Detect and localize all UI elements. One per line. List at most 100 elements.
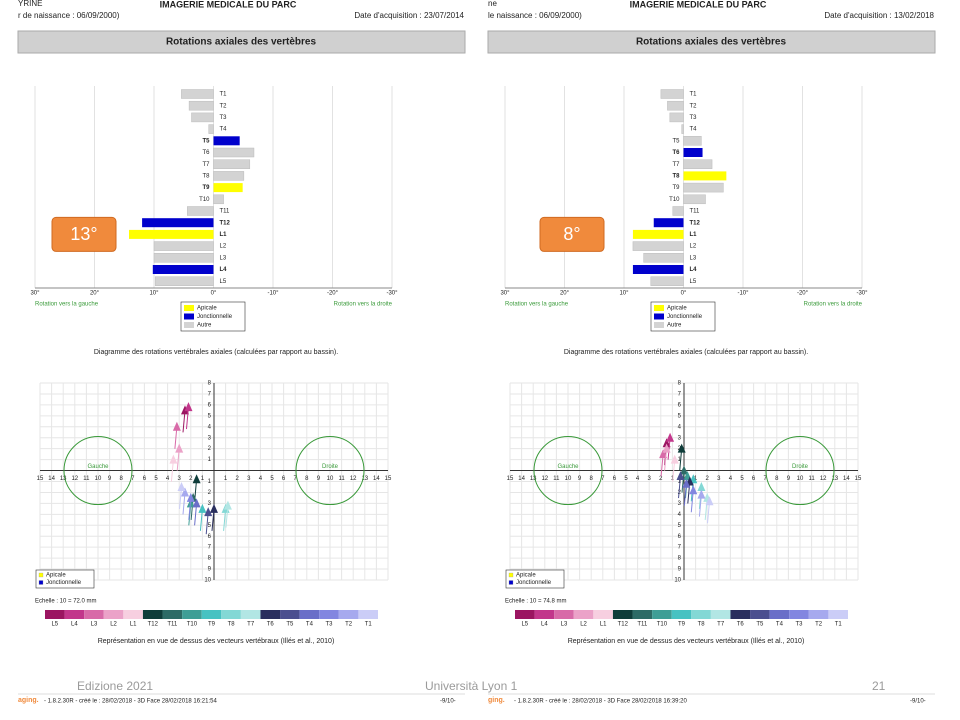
vertebra-label: T3 [690,115,698,121]
x-tick-label: 8 [120,476,124,482]
right-rotation-label: Rotation vers la droite [804,302,863,308]
color-label: T11 [637,622,648,628]
bar [208,124,214,134]
y-tick-label: 2 [208,490,212,496]
vector-arrow [210,503,218,513]
vector-arrow [223,500,232,510]
legend-label: Apicale [516,573,536,579]
x-tick-label: 14 [843,476,850,482]
x-tick-label: 14 [48,476,55,482]
y-tick-label: 9 [678,567,682,573]
y-tick-label: 5 [678,413,682,419]
y-tick-label: 4 [678,512,682,518]
bar [669,112,684,123]
x-tick-label: 8 [590,476,594,482]
legend-swatch [38,572,44,578]
left-circle [533,436,603,506]
color-swatch [299,610,320,619]
left-rotation-label: Rotation vers la gauche [505,302,569,308]
bar [632,265,684,274]
slide-number: 21 [872,679,886,693]
vector-arrow [670,454,679,464]
acquisition-date: Date d'acquisition : 23/07/2014 [354,11,464,20]
footer-info: - 1.8.2.30R - créé le : 28/02/2018 - 3D … [514,699,687,705]
color-label: T6 [737,622,745,628]
left-circle-label: Gauche [87,464,109,470]
legend-swatch [184,305,194,311]
x-tick-label: 7 [764,476,768,482]
bar [681,124,684,134]
y-tick-label: 1 [678,457,682,463]
color-swatch [64,610,85,619]
color-swatch [573,610,594,619]
y-tick-label: 9 [208,567,212,573]
y-tick-label: 5 [208,413,212,419]
x-tick-label: 15 [855,476,862,482]
y-tick-label: 5 [678,523,682,529]
bar [154,276,214,286]
x-tick-label: 3 [178,476,182,482]
x-tick-label: 11 [338,476,345,482]
legend-label: Jonctionnelle [197,314,233,320]
color-swatch [750,610,770,619]
vector-arrow [697,481,706,491]
color-label: L1 [600,622,607,628]
vertebra-label: L1 [220,232,228,238]
vector-caption: Représentation en vue de dessus des vect… [568,638,805,645]
color-label: T9 [208,622,216,628]
color-swatch [593,610,613,619]
color-swatch [828,610,848,619]
x-tick-label: 3 [247,476,251,482]
x-tick-label: 2 [706,476,710,482]
vertebra-label: L2 [220,244,227,250]
x-tick-label: 11 [808,476,815,482]
edition: Edizione 2021 [77,679,153,693]
bar [129,229,214,239]
vertebra-label: L3 [690,255,697,261]
y-tick-label: 8 [678,556,682,562]
x-tick-label: 9 [108,476,112,482]
vector-legend-box [35,569,95,589]
color-swatch [612,610,633,619]
legend-swatch [654,305,664,311]
legend-label: Autre [667,323,682,329]
color-label: L2 [110,622,117,628]
bar [213,194,224,205]
clinic-name: IMAGERIE MEDICALE DU PARC [630,0,767,9]
bar [153,253,214,263]
bar [683,159,713,169]
vertebra-label: T2 [220,103,228,109]
color-swatch [260,610,281,619]
angle-badge [51,216,117,252]
vertebra-label: T10 [199,197,210,203]
x-tick-label: 0° [681,291,687,297]
patient-name: ne [488,0,497,8]
vector-arrow [175,443,184,453]
clinic-name: IMAGERIE MEDICALE DU PARC [160,0,297,9]
x-tick-label: -10° [267,291,279,297]
x-tick-label: 5 [740,476,744,482]
birth-date: r de naissance : 06/09/2000) [18,11,120,20]
color-swatch [123,610,143,619]
x-tick-label: -10° [737,291,749,297]
color-swatch [280,610,300,619]
x-tick-label: 4 [636,476,640,482]
right-circle [295,436,365,506]
x-tick-label: 6 [752,476,756,482]
x-tick-label: -30° [856,291,868,297]
vertebra-label: T9 [672,185,680,191]
acquisition-date: Date d'acquisition : 13/02/2018 [824,11,934,20]
legend-label: Jonctionnelle [46,580,82,586]
vertebra-label: L5 [690,279,697,285]
y-tick-label: 10 [204,578,211,584]
right-rotation-label: Rotation vers la droite [334,302,393,308]
legend-label: Apicale [197,306,217,312]
x-tick-label: 12 [71,476,78,482]
vector-arrow [697,489,706,499]
vector-legend-box [505,569,565,589]
x-tick-label: -30° [386,291,398,297]
bar [187,206,214,216]
x-tick-label: 4 [166,476,170,482]
vertebra-label: T8 [202,173,210,179]
